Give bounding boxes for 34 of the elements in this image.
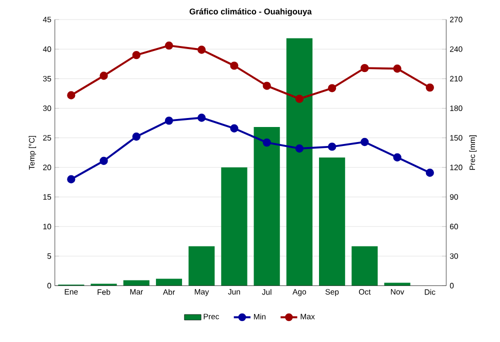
point xyxy=(198,45,206,54)
bar xyxy=(286,38,312,286)
point xyxy=(328,142,336,151)
bar xyxy=(352,246,378,286)
bar xyxy=(221,167,248,286)
point xyxy=(67,90,76,100)
point xyxy=(426,83,434,92)
bar xyxy=(384,282,410,286)
point xyxy=(328,84,336,92)
point xyxy=(393,153,402,162)
chart-title: Gráfico climático - Ouahigouya xyxy=(190,8,312,16)
point xyxy=(262,81,271,90)
point xyxy=(360,138,369,146)
bar xyxy=(319,157,346,286)
point xyxy=(360,64,369,72)
bar xyxy=(254,126,280,286)
point xyxy=(426,168,434,177)
point xyxy=(132,50,140,59)
bar xyxy=(156,278,182,286)
point xyxy=(198,113,206,122)
point xyxy=(393,64,402,73)
point xyxy=(262,138,271,146)
point xyxy=(230,124,238,132)
point xyxy=(164,116,174,125)
point xyxy=(230,61,238,70)
point xyxy=(100,156,108,165)
point xyxy=(164,41,174,50)
point xyxy=(67,174,76,184)
point xyxy=(100,71,108,80)
point xyxy=(295,144,304,152)
point xyxy=(132,132,140,141)
bar xyxy=(188,246,215,286)
bar xyxy=(123,280,150,286)
point xyxy=(295,94,304,103)
